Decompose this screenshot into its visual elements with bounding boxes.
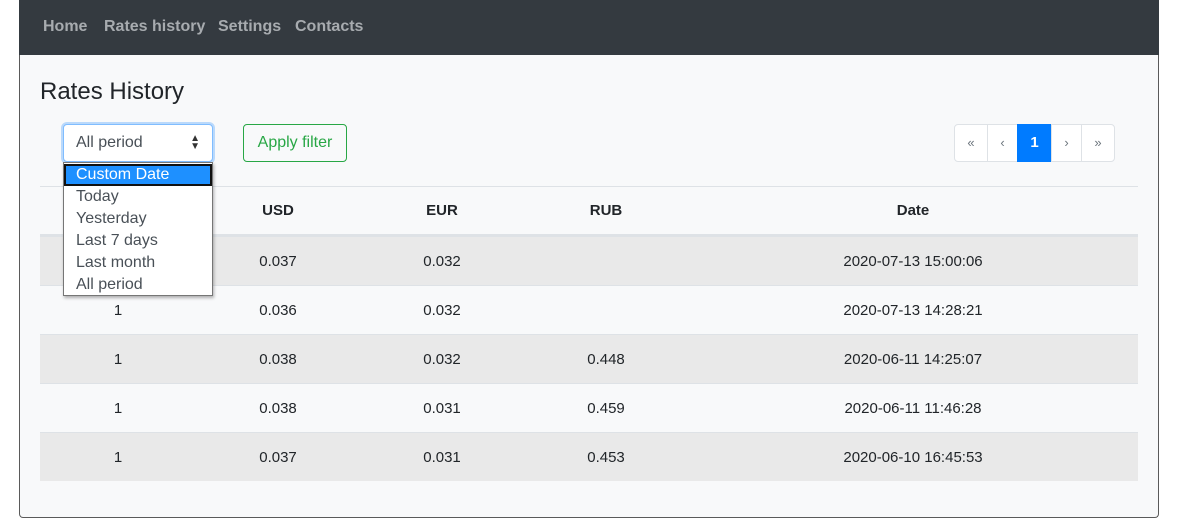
navbar: Home Rates history Settings Contacts <box>19 0 1159 55</box>
header-cell: EUR <box>426 202 458 219</box>
table-cell: 0.459 <box>587 399 625 417</box>
table-cell: 0.037 <box>259 252 297 270</box>
table-row: 1 0.038 0.031 0.459 2020-06-11 11:46:28 <box>40 383 1138 432</box>
page-item[interactable]: 1 <box>1017 124 1052 162</box>
pagination: «‹ 1 ›» <box>954 124 1115 162</box>
table-cell: 2020-07-13 15:00:06 <box>843 252 983 270</box>
nav-link[interactable]: Rates history <box>104 18 206 35</box>
header-cell: Date <box>896 202 930 219</box>
table-cell: 0.031 <box>423 399 461 417</box>
table-cell: 0.032 <box>423 301 461 319</box>
header-cell: RUB <box>589 202 623 219</box>
table-row: 1 0.036 0.032 2020-07-13 14:28:21 <box>40 285 1138 334</box>
header-row: USD EUR RUB Date <box>40 186 1138 236</box>
dropdown-option[interactable]: Today <box>76 188 119 205</box>
select-dropdown: Custom Date Today Yesterday Last 7 days Last… <box>63 162 213 296</box>
dropdown-option[interactable]: Custom Date <box>64 164 212 186</box>
table-cell: 1 <box>113 399 123 417</box>
table-cell: 2020-06-11 11:46:28 <box>844 399 982 417</box>
period-select[interactable]: All period ▲ ▼ <box>63 124 213 162</box>
apply-filter-button[interactable]: Apply filter <box>243 124 347 162</box>
page-item[interactable]: › <box>1051 124 1082 162</box>
table-cell: 2020-06-10 16:45:53 <box>843 448 983 466</box>
table-cell: 0.038 <box>259 350 297 368</box>
dropdown-option[interactable]: Last month <box>76 254 156 271</box>
table-row: 1 0.038 0.032 0.448 2020-06-11 14:25:07 <box>40 334 1138 383</box>
page-item[interactable]: « <box>954 124 988 162</box>
nav-link[interactable]: Contacts <box>295 18 364 35</box>
dropdown-option[interactable]: Yesterday <box>76 210 147 227</box>
table-cell: 0.031 <box>423 448 461 466</box>
table-cell: 0.453 <box>587 448 625 466</box>
table-cell: 2020-06-11 14:25:07 <box>843 350 983 368</box>
table-cell: 0.038 <box>259 399 297 417</box>
table-cell: 1 <box>113 301 123 319</box>
table-cell: 1 <box>113 350 123 368</box>
table-row: 0.037 0.032 2020-07-13 15:00:06 <box>40 236 1138 285</box>
table-cell: 0.036 <box>259 301 297 319</box>
dropdown-option[interactable]: Last 7 days <box>76 232 158 249</box>
table-cell: 0.037 <box>259 448 297 466</box>
dropdown-option[interactable]: All period <box>76 276 143 293</box>
table-cell: 2020-07-13 14:28:21 <box>843 301 983 319</box>
table-cell: 1 <box>113 448 123 466</box>
select-arrow: ▲ ▼ <box>190 133 200 152</box>
page-title: Rates History <box>40 78 185 105</box>
table-cell: 0.448 <box>587 350 625 368</box>
page-item[interactable]: » <box>1081 124 1115 162</box>
rates-table: USD EUR RUB Date 0.037 0.032 2020-07-13 15:00:… <box>40 186 1138 481</box>
header-cell: USD <box>262 202 294 219</box>
page-item[interactable]: ‹ <box>987 124 1018 162</box>
nav-link[interactable]: Home <box>43 18 88 35</box>
select-value: All period <box>76 134 143 151</box>
table-cell: 0.032 <box>423 350 461 368</box>
nav-link[interactable]: Settings <box>218 18 282 35</box>
table-cell: 0.032 <box>423 252 461 270</box>
table-row: 1 0.037 0.031 0.453 2020-06-10 16:45:53 <box>40 432 1138 481</box>
